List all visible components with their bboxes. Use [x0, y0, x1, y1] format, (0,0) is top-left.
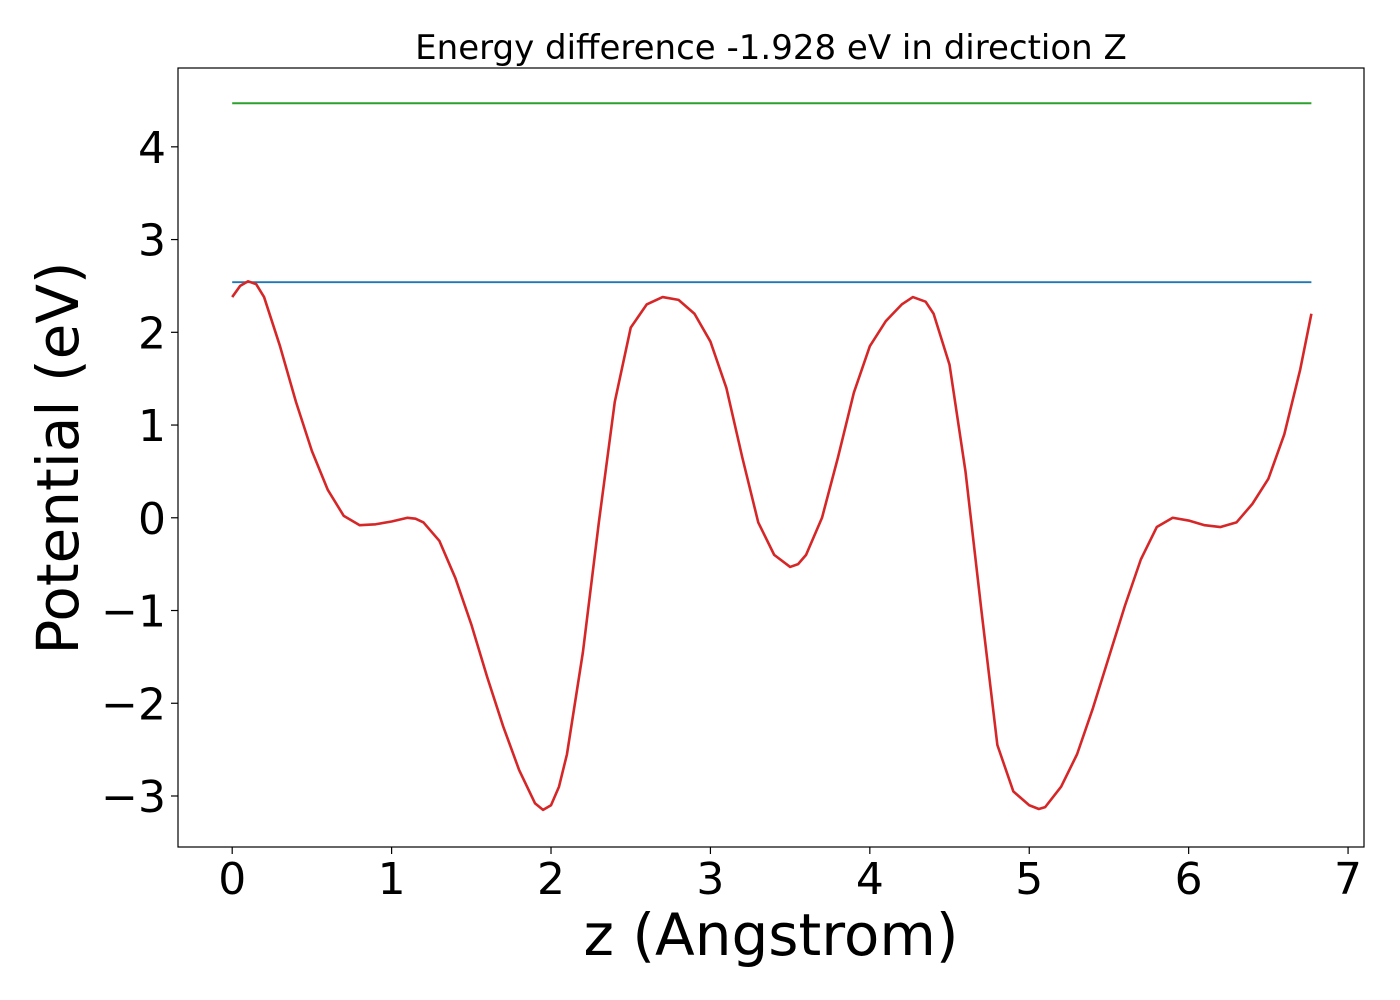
chart-title: Energy difference -1.928 eV in direction… — [415, 28, 1127, 68]
y-tick-label: −2 — [101, 679, 166, 730]
y-tick-label: 4 — [138, 123, 166, 174]
y-tick-label: 0 — [138, 494, 166, 545]
series-layer — [231, 102, 1313, 812]
y-tick-label: 1 — [138, 401, 166, 452]
y-axis-label: Potential (eV) — [24, 261, 92, 654]
x-tick-label: 2 — [537, 854, 565, 905]
y-tick-label: 3 — [138, 216, 166, 267]
x-tick-label: 7 — [1334, 854, 1362, 905]
x-tick-label: 6 — [1175, 854, 1203, 905]
x-axis-label: z (Angstrom) — [584, 901, 959, 969]
y-tick-label: −3 — [101, 772, 166, 823]
x-tick-label: 0 — [218, 854, 246, 905]
x-tick-label: 3 — [696, 854, 724, 905]
x-axis-ticks: 0 1 2 3 4 5 6 7 — [218, 847, 1362, 905]
y-axis-ticks: −3 −2 −1 0 1 2 3 4 — [101, 123, 178, 823]
x-tick-label: 5 — [1015, 854, 1043, 905]
series-line-0 — [231, 280, 1313, 812]
plot-area — [177, 67, 1365, 848]
x-tick-label: 4 — [856, 854, 884, 905]
x-tick-label: 1 — [378, 854, 406, 905]
y-tick-label: −1 — [101, 587, 166, 638]
y-tick-label: 2 — [138, 308, 166, 359]
